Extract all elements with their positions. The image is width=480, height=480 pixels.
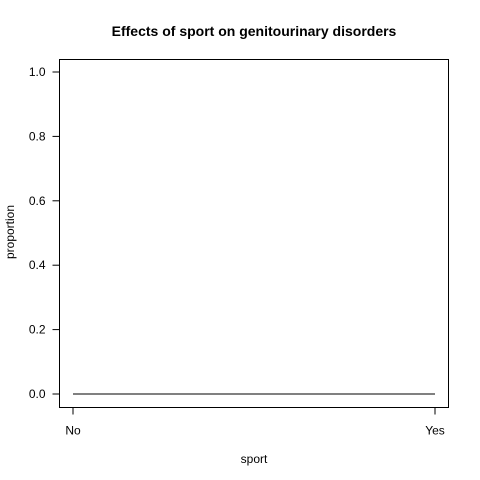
chart-title: Effects of sport on genitourinary disord… — [112, 23, 397, 39]
y-tick-label: 1.0 — [29, 65, 46, 79]
x-axis: No Yes — [65, 407, 445, 438]
y-axis-label: proportion — [3, 205, 17, 259]
y-tick-label: 0.6 — [29, 194, 46, 208]
y-tick-label: 0.2 — [29, 323, 46, 337]
x-tick-label: No — [65, 424, 81, 438]
y-tick-label: 0.4 — [29, 258, 46, 272]
x-axis-label: sport — [241, 452, 268, 466]
plot-frame — [59, 59, 449, 408]
y-tick-label: 0.8 — [29, 129, 46, 143]
x-tick-label: Yes — [425, 424, 445, 438]
y-axis: 0.0 0.2 0.4 0.6 0.8 1.0 — [29, 65, 60, 401]
y-tick-label: 0.0 — [29, 387, 46, 401]
